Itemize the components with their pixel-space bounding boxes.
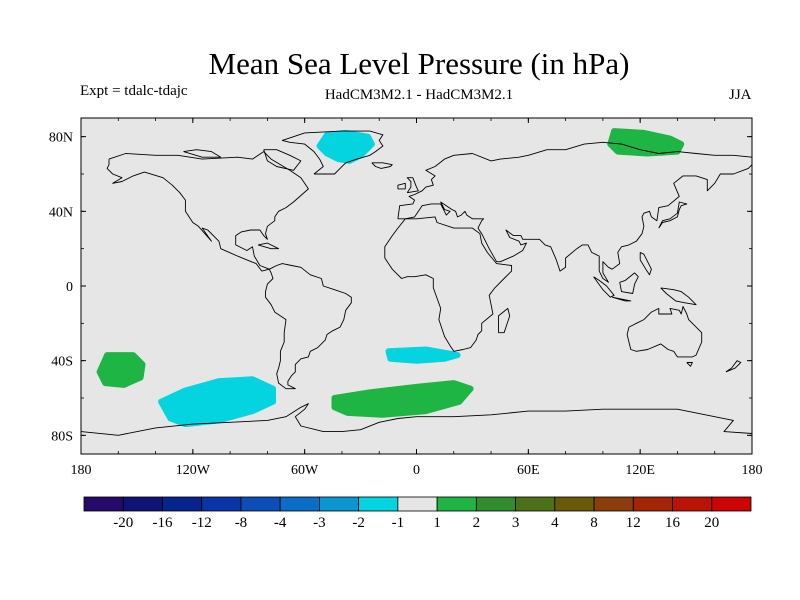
- coastline-1: [265, 263, 352, 390]
- y-tick-label-4: 80S: [51, 429, 73, 444]
- colorbar-swatch-11: [515, 496, 556, 512]
- y-tick-label-0: 80N: [49, 131, 73, 146]
- coastline-9: [397, 182, 406, 190]
- x-tick-label-2: 60W: [291, 463, 319, 478]
- x-tick-label-3: 0: [413, 463, 420, 478]
- colorbar-swatch-1: [122, 496, 163, 512]
- colorbar-swatch-3: [201, 496, 242, 512]
- coastline-2: [384, 216, 513, 352]
- y-tick-label-1: 40N: [49, 205, 73, 220]
- colorbar-swatch-15: [672, 496, 713, 512]
- y-tick-label-2: 0: [66, 280, 73, 295]
- colorbar-label-9: 2: [473, 515, 481, 531]
- colorbar-swatch-8: [397, 496, 438, 512]
- colorbar-label-6: -2: [352, 515, 365, 531]
- colorbar-label-4: -4: [274, 515, 287, 531]
- coastline-6: [80, 403, 753, 436]
- coastline-7: [371, 162, 393, 169]
- coastline-21: [686, 362, 693, 367]
- colorbar-label-11: 4: [551, 515, 559, 531]
- colorbar-swatch-4: [240, 496, 281, 512]
- colorbar-swatch-12: [554, 496, 595, 512]
- coastline-0: [106, 151, 309, 272]
- region-south-pacific-positive: [96, 352, 146, 388]
- colorbar-label-7: -1: [392, 515, 405, 531]
- region-southern-ocean-positive: [331, 380, 474, 418]
- colorbar-label-1: -16: [152, 515, 172, 531]
- coastline-8: [406, 177, 419, 194]
- model-label: HadCM3M2.1 - HadCM3M2.1: [324, 87, 514, 103]
- colorbar-swatch-9: [436, 496, 477, 512]
- coastline-5: [281, 130, 384, 175]
- colorbar-label-5: -3: [313, 515, 326, 531]
- colorbar-label-10: 3: [512, 515, 520, 531]
- coastline-10: [658, 201, 688, 229]
- coastline-15: [498, 307, 511, 334]
- colorbar-swatch-2: [162, 496, 203, 512]
- region-south-atlantic-negative: [385, 346, 461, 364]
- coastline-16: [725, 360, 742, 373]
- region-greenland-negative: [316, 129, 375, 164]
- colorbar-label-12: 8: [590, 515, 598, 531]
- x-tick-label-4: 60E: [517, 463, 540, 478]
- x-tick-label-5: 120E: [625, 463, 655, 478]
- colorbar-swatch-14: [632, 496, 673, 512]
- colorbar-label-2: -12: [192, 515, 212, 531]
- colorbar-swatch-6: [319, 496, 360, 512]
- colorbar-label-14: 16: [665, 515, 681, 531]
- season-label: JJA: [729, 87, 752, 103]
- experiment-label: Expt = tdalc-tdajc: [80, 83, 188, 99]
- colorbar-label-15: 20: [704, 515, 719, 531]
- region-southeast-pacific-negative: [158, 376, 276, 428]
- coastline-12: [612, 296, 632, 302]
- x-tick-label-1: 120W: [176, 463, 211, 478]
- coastline-14: [660, 287, 697, 306]
- coastline-19: [257, 242, 280, 250]
- colorbar-swatch-10: [475, 496, 516, 512]
- chart-title: Mean Sea Level Pressure (in hPa): [208, 46, 630, 81]
- x-tick-label-6: 180: [742, 463, 763, 478]
- coastline-13: [619, 272, 639, 294]
- colorbar-label-13: 12: [626, 515, 641, 531]
- coastline-17: [263, 149, 302, 171]
- y-tick-label-3: 40S: [51, 355, 73, 370]
- colorbar-swatch-16: [711, 496, 752, 512]
- colorbar-label-0: -20: [113, 515, 133, 531]
- coastline-18: [183, 149, 222, 158]
- x-tick-label-0: 180: [71, 463, 92, 478]
- colorbar-swatch-13: [593, 496, 634, 512]
- coastline-20: [639, 251, 652, 276]
- colorbar-label-3: -8: [235, 515, 248, 531]
- colorbar-label-8: 1: [433, 515, 441, 531]
- colorbar-swatch-5: [279, 496, 320, 512]
- colorbar-swatch-7: [358, 496, 399, 512]
- colorbar-swatch-0: [83, 496, 124, 512]
- coastline-3: [397, 141, 753, 283]
- coastline-11: [593, 276, 615, 298]
- coastline-4: [626, 306, 703, 358]
